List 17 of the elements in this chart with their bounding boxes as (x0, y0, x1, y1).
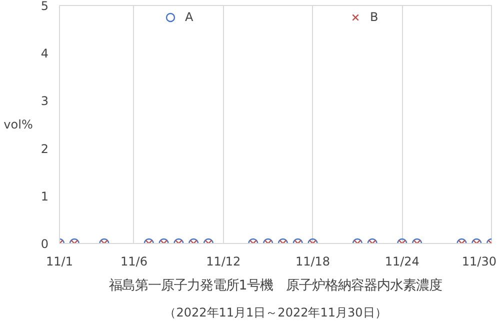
x-tick-label: 11/30 (462, 254, 497, 268)
y-tick-label: 1 (40, 189, 49, 204)
x-tick-label: 11/6 (120, 254, 148, 268)
y-tick-label: 3 (40, 94, 49, 108)
text: 福島第一原子力発電所1号機 原子炉格納容器内水素濃度 (108, 278, 442, 294)
legend-label: B (370, 10, 380, 24)
y-tick-label: 5 (40, 0, 49, 13)
x-tick-label: 11/1 (46, 254, 73, 268)
y-tick-label: 4 (40, 46, 49, 61)
x-tick-label: 11/18 (295, 254, 330, 268)
x-tick-label: 11/12 (206, 254, 241, 268)
y-axis-title: vol% (4, 118, 33, 132)
legend-label: A (185, 10, 194, 24)
y-tick-label: 2 (40, 142, 49, 156)
x-tick-label: 11/24 (384, 254, 420, 268)
y-tick-label: 0 (40, 237, 49, 251)
text: （2022年11月1日～2022年11月30日） (164, 306, 387, 320)
